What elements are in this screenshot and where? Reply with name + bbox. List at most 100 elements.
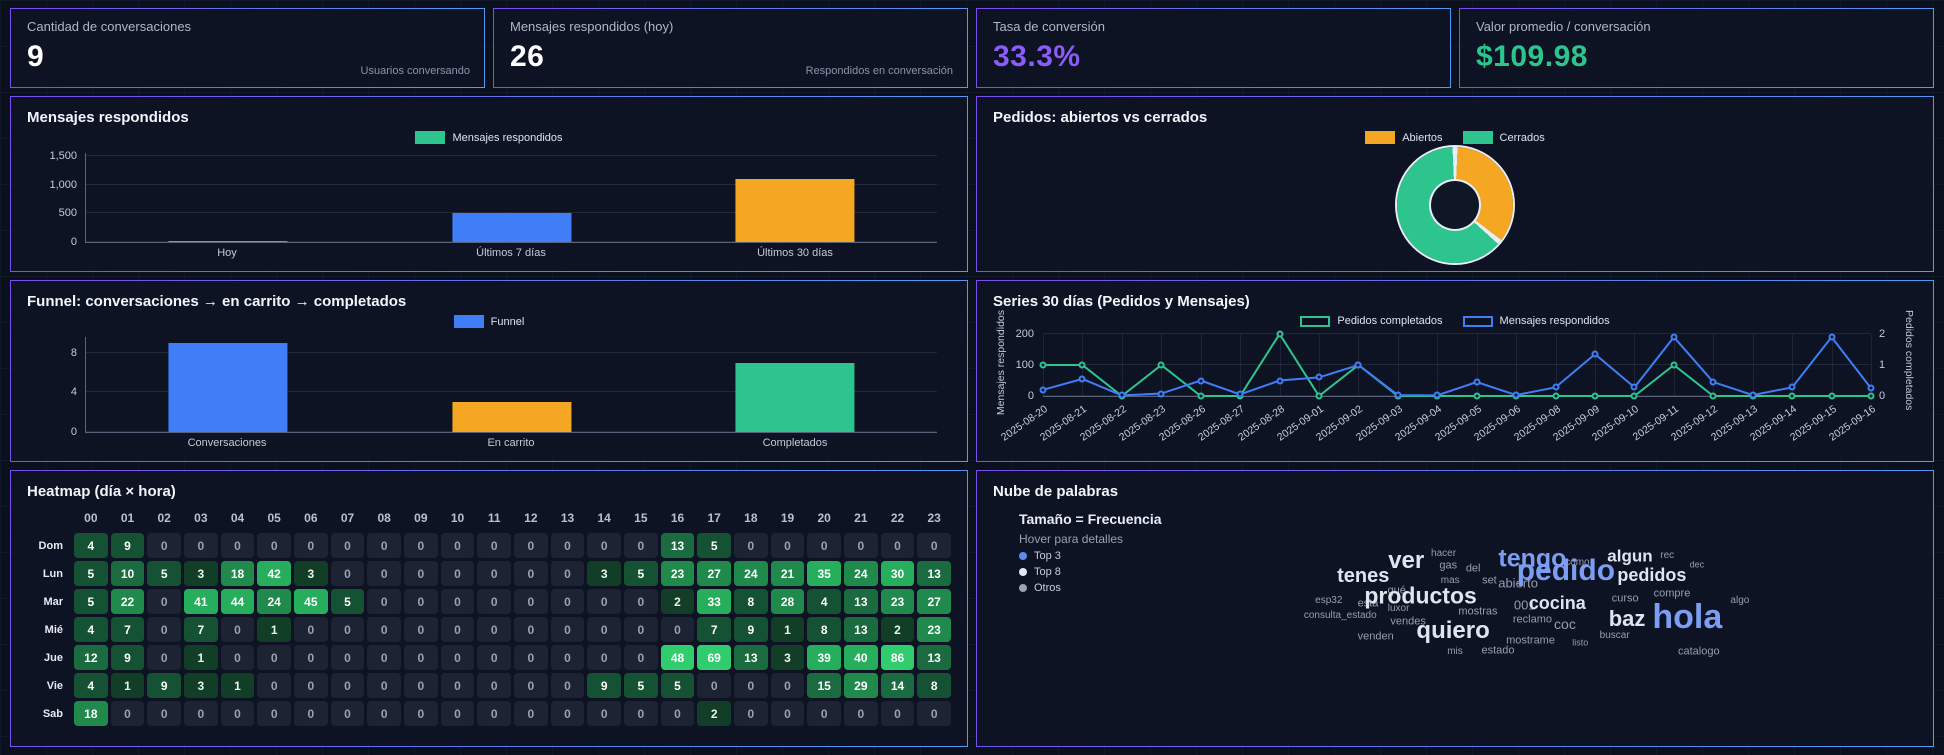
heatmap-cell-Mar-22[interactable]: 23 [880, 589, 915, 614]
heatmap-cell-Vie-11[interactable]: 0 [477, 673, 511, 698]
heatmap-cell-Vie-00[interactable]: 4 [74, 673, 108, 698]
heatmap-cell-Vie-23[interactable]: 8 [917, 673, 951, 698]
heatmap-cell-Mié-00[interactable]: 4 [74, 617, 108, 642]
heatmap-cell-Dom-14[interactable]: 0 [587, 533, 621, 558]
heatmap-cell-Dom-16[interactable]: 13 [660, 533, 695, 558]
heatmap-cell-Lun-11[interactable]: 0 [477, 561, 511, 586]
heatmap-cell-Mar-13[interactable]: 0 [550, 589, 585, 614]
data-point[interactable] [1276, 330, 1284, 338]
heatmap-cell-Lun-09[interactable]: 0 [404, 561, 438, 586]
heatmap-cell-Lun-18[interactable]: 24 [734, 561, 768, 586]
heatmap-cell-Dom-09[interactable]: 0 [404, 533, 438, 558]
heatmap-cell-Sab-10[interactable]: 0 [440, 701, 475, 726]
heatmap-cell-Jue-00[interactable]: 12 [74, 645, 108, 670]
heatmap-cell-Mar-09[interactable]: 0 [404, 589, 438, 614]
heatmap-cell-Mar-21[interactable]: 13 [844, 589, 878, 614]
heatmap-cell-Mar-12[interactable]: 0 [514, 589, 548, 614]
wordcloud-legend-item-otros[interactable]: Otros [1019, 582, 1162, 594]
cloud-word-algo[interactable]: algo [1730, 595, 1750, 607]
heatmap-cell-Dom-11[interactable]: 0 [477, 533, 511, 558]
data-point[interactable] [1039, 386, 1047, 394]
heatmap-cell-Jue-11[interactable]: 0 [477, 645, 511, 670]
heatmap-cell-Jue-23[interactable]: 13 [917, 645, 951, 670]
heatmap-cell-Jue-05[interactable]: 0 [257, 645, 291, 670]
cloud-word-como[interactable]: como [1565, 557, 1590, 569]
heatmap-cell-Mar-17[interactable]: 33 [697, 589, 731, 614]
data-point[interactable] [1788, 392, 1796, 400]
heatmap-cell-Mar-11[interactable]: 0 [477, 589, 511, 614]
data-point[interactable] [1828, 392, 1836, 400]
heatmap-cell-Sab-03[interactable]: 0 [184, 701, 218, 726]
data-point[interactable] [1315, 392, 1323, 400]
heatmap-cell-Mar-01[interactable]: 22 [110, 589, 145, 614]
heatmap-cell-Jue-18[interactable]: 13 [734, 645, 768, 670]
cloud-word-algun[interactable]: algun [1607, 546, 1653, 566]
heatmap-cell-Vie-05[interactable]: 0 [257, 673, 291, 698]
heatmap-cell-Mié-10[interactable]: 0 [440, 617, 475, 642]
heatmap-cell-Sab-17[interactable]: 2 [697, 701, 731, 726]
data-point[interactable] [1552, 383, 1560, 391]
heatmap-cell-Dom-02[interactable]: 0 [147, 533, 181, 558]
heatmap-cell-Lun-20[interactable]: 35 [807, 561, 841, 586]
cloud-word-ver[interactable]: ver [1388, 546, 1425, 574]
data-point[interactable] [1591, 350, 1599, 358]
cloud-word-luxor[interactable]: luxor [1387, 602, 1410, 614]
heatmap-cell-Sab-12[interactable]: 0 [514, 701, 548, 726]
heatmap-cell-Mié-05[interactable]: 1 [257, 617, 291, 642]
legend-item[interactable]: Funnel [453, 315, 524, 328]
heatmap-cell-Lun-23[interactable]: 13 [917, 561, 951, 586]
data-point[interactable] [1828, 333, 1836, 341]
heatmap-cell-Lun-05[interactable]: 42 [257, 561, 291, 586]
heatmap-cell-Sab-16[interactable]: 0 [660, 701, 695, 726]
data-point[interactable] [1630, 383, 1638, 391]
heatmap-cell-Sab-20[interactable]: 0 [807, 701, 841, 726]
heatmap-cell-Vie-19[interactable]: 0 [770, 673, 805, 698]
cloud-word-tengo[interactable]: tengo [1498, 544, 1567, 573]
heatmap-cell-Dom-20[interactable]: 0 [807, 533, 841, 558]
cloud-word-mostras[interactable]: mostras [1458, 605, 1498, 618]
heatmap-cell-Jue-19[interactable]: 3 [770, 645, 805, 670]
heatmap-cell-Mar-20[interactable]: 4 [807, 589, 841, 614]
data-point[interactable] [1118, 391, 1126, 399]
heatmap-cell-Vie-06[interactable]: 0 [294, 673, 328, 698]
heatmap-cell-Vie-09[interactable]: 0 [404, 673, 438, 698]
heatmap-cell-Jue-08[interactable]: 0 [367, 645, 401, 670]
heatmap-cell-Mar-06[interactable]: 45 [294, 589, 328, 614]
heatmap-cell-Mié-21[interactable]: 13 [844, 617, 878, 642]
heatmap-cell-Mié-02[interactable]: 0 [147, 617, 181, 642]
heatmap-cell-Sab-01[interactable]: 0 [110, 701, 145, 726]
heatmap-cell-Lun-08[interactable]: 0 [367, 561, 401, 586]
cloud-word-catalogo[interactable]: catalogo [1677, 645, 1720, 658]
data-point[interactable] [1670, 333, 1678, 341]
data-point[interactable] [1552, 392, 1560, 400]
heatmap-cell-Vie-16[interactable]: 5 [660, 673, 695, 698]
legend-item[interactable]: Mensajes respondidos [1462, 315, 1610, 327]
heatmap-cell-Mar-00[interactable]: 5 [74, 589, 108, 614]
heatmap-cell-Dom-18[interactable]: 0 [734, 533, 768, 558]
heatmap-cell-Mié-14[interactable]: 0 [587, 617, 621, 642]
heatmap-cell-Dom-00[interactable]: 4 [74, 533, 108, 558]
heatmap-cell-Dom-13[interactable]: 0 [550, 533, 585, 558]
heatmap-cell-Mar-02[interactable]: 0 [147, 589, 181, 614]
cloud-word-curso[interactable]: curso [1611, 592, 1639, 605]
heatmap-cell-Vie-22[interactable]: 14 [880, 673, 915, 698]
heatmap-cell-Vie-10[interactable]: 0 [440, 673, 475, 698]
heatmap-cell-Jue-04[interactable]: 0 [220, 645, 255, 670]
data-point[interactable] [1709, 392, 1717, 400]
heatmap-cell-Lun-07[interactable]: 0 [330, 561, 365, 586]
heatmap-cell-Jue-21[interactable]: 40 [844, 645, 878, 670]
heatmap-cell-Vie-12[interactable]: 0 [514, 673, 548, 698]
cloud-word-rec[interactable]: rec [1660, 549, 1675, 561]
heatmap-cell-Jue-02[interactable]: 0 [147, 645, 181, 670]
heatmap-cell-Sab-02[interactable]: 0 [147, 701, 181, 726]
heatmap-cell-Mar-16[interactable]: 2 [660, 589, 695, 614]
heatmap-cell-Lun-21[interactable]: 24 [844, 561, 878, 586]
data-point[interactable] [1433, 391, 1441, 399]
data-point[interactable] [1157, 390, 1165, 398]
heatmap-cell-Mar-19[interactable]: 28 [770, 589, 805, 614]
cloud-word-dec[interactable]: dec [1689, 559, 1705, 570]
heatmap-cell-Mar-14[interactable]: 0 [587, 589, 621, 614]
heatmap-cell-Jue-17[interactable]: 69 [697, 645, 731, 670]
data-point[interactable] [1197, 377, 1205, 384]
heatmap-cell-Mié-09[interactable]: 0 [404, 617, 438, 642]
